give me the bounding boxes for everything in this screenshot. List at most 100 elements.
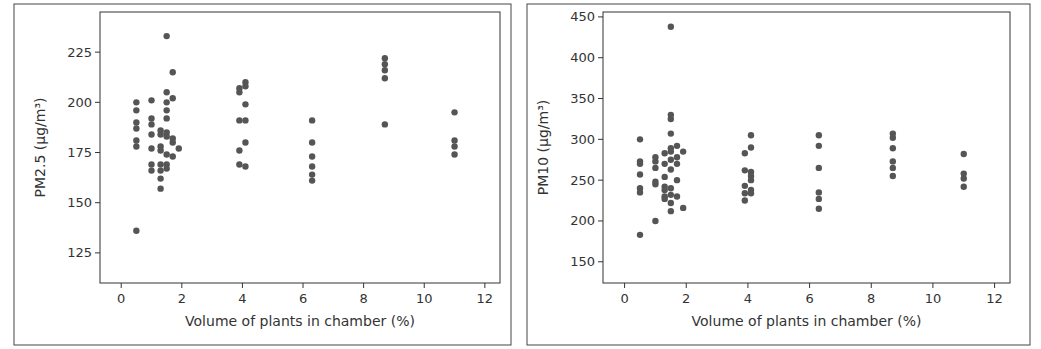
- point: [148, 121, 154, 127]
- point: [668, 23, 674, 29]
- point: [961, 175, 967, 181]
- x-tick: [303, 283, 304, 288]
- point: [661, 196, 667, 202]
- point: [236, 89, 242, 95]
- point: [816, 143, 822, 149]
- points: [637, 23, 967, 238]
- point: [157, 161, 163, 167]
- point: [157, 131, 163, 137]
- y-tick: [598, 180, 603, 181]
- point: [668, 185, 674, 191]
- point: [242, 117, 248, 123]
- chart-panel: 024681012150200250300350400450Volume of …: [527, 4, 1030, 345]
- point: [748, 144, 754, 150]
- y-tick: [95, 52, 100, 53]
- point: [157, 147, 163, 153]
- y-tick: [598, 220, 603, 221]
- y-tick-label: 200: [570, 213, 595, 228]
- y-tick-label: 250: [570, 173, 595, 188]
- point: [309, 163, 315, 169]
- point: [133, 137, 139, 143]
- point: [382, 55, 388, 61]
- point: [890, 173, 896, 179]
- point: [309, 117, 315, 123]
- y-tick-label: 400: [570, 50, 595, 65]
- y-tick: [598, 139, 603, 140]
- point: [748, 177, 754, 183]
- point: [674, 161, 680, 167]
- y-axis-label: PM10 (μg/m³): [535, 100, 551, 195]
- figure: 024681012125150175200225Volume of plants…: [0, 0, 1041, 349]
- point: [961, 151, 967, 157]
- point: [133, 107, 139, 113]
- y-tick-label: 150: [67, 195, 92, 210]
- x-tick: [484, 283, 485, 288]
- point: [668, 166, 674, 172]
- y-tick: [598, 98, 603, 99]
- point: [170, 153, 176, 159]
- y-tick-label: 175: [67, 145, 92, 160]
- x-tick-label: 12: [477, 291, 494, 306]
- panel-border: [14, 4, 511, 345]
- point: [157, 185, 163, 191]
- point: [382, 75, 388, 81]
- point: [816, 132, 822, 138]
- point: [742, 150, 748, 156]
- point: [674, 177, 680, 183]
- point: [133, 119, 139, 125]
- y-tick: [598, 16, 603, 17]
- point: [309, 153, 315, 159]
- point: [451, 109, 457, 115]
- point: [680, 205, 686, 211]
- point: [157, 175, 163, 181]
- point: [668, 200, 674, 206]
- point: [961, 183, 967, 189]
- point: [157, 167, 163, 173]
- x-tick-label: 4: [744, 291, 752, 306]
- y-tick-label: 200: [67, 95, 92, 110]
- point: [163, 99, 169, 105]
- y-tick: [95, 102, 100, 103]
- point: [236, 117, 242, 123]
- x-tick: [747, 283, 748, 288]
- point: [148, 167, 154, 173]
- x-tick-label: 6: [299, 291, 307, 306]
- point: [890, 145, 896, 151]
- point: [748, 190, 754, 196]
- point: [148, 97, 154, 103]
- point: [163, 33, 169, 39]
- point: [148, 115, 154, 121]
- point: [674, 193, 680, 199]
- x-tick-label: 8: [359, 291, 367, 306]
- point: [242, 83, 248, 89]
- point: [637, 232, 643, 238]
- point: [309, 177, 315, 183]
- point: [242, 101, 248, 107]
- point: [451, 143, 457, 149]
- x-tick-label: 2: [178, 291, 186, 306]
- chart-panel: 024681012125150175200225Volume of plants…: [14, 4, 511, 345]
- point: [661, 150, 667, 156]
- point: [382, 67, 388, 73]
- point: [163, 133, 169, 139]
- point: [163, 107, 169, 113]
- point: [637, 161, 643, 167]
- point: [176, 145, 182, 151]
- point: [451, 137, 457, 143]
- point: [652, 218, 658, 224]
- point: [661, 174, 667, 180]
- point: [637, 189, 643, 195]
- point: [668, 157, 674, 163]
- x-tick-label: 10: [416, 291, 433, 306]
- point: [816, 165, 822, 171]
- panel-border: [527, 4, 1030, 345]
- point: [668, 148, 674, 154]
- y-tick-label: 350: [570, 91, 595, 106]
- point: [668, 208, 674, 214]
- point: [236, 147, 242, 153]
- point: [133, 99, 139, 105]
- x-tick: [121, 283, 122, 288]
- point: [668, 192, 674, 198]
- y-tick: [95, 252, 100, 253]
- y-tick: [95, 202, 100, 203]
